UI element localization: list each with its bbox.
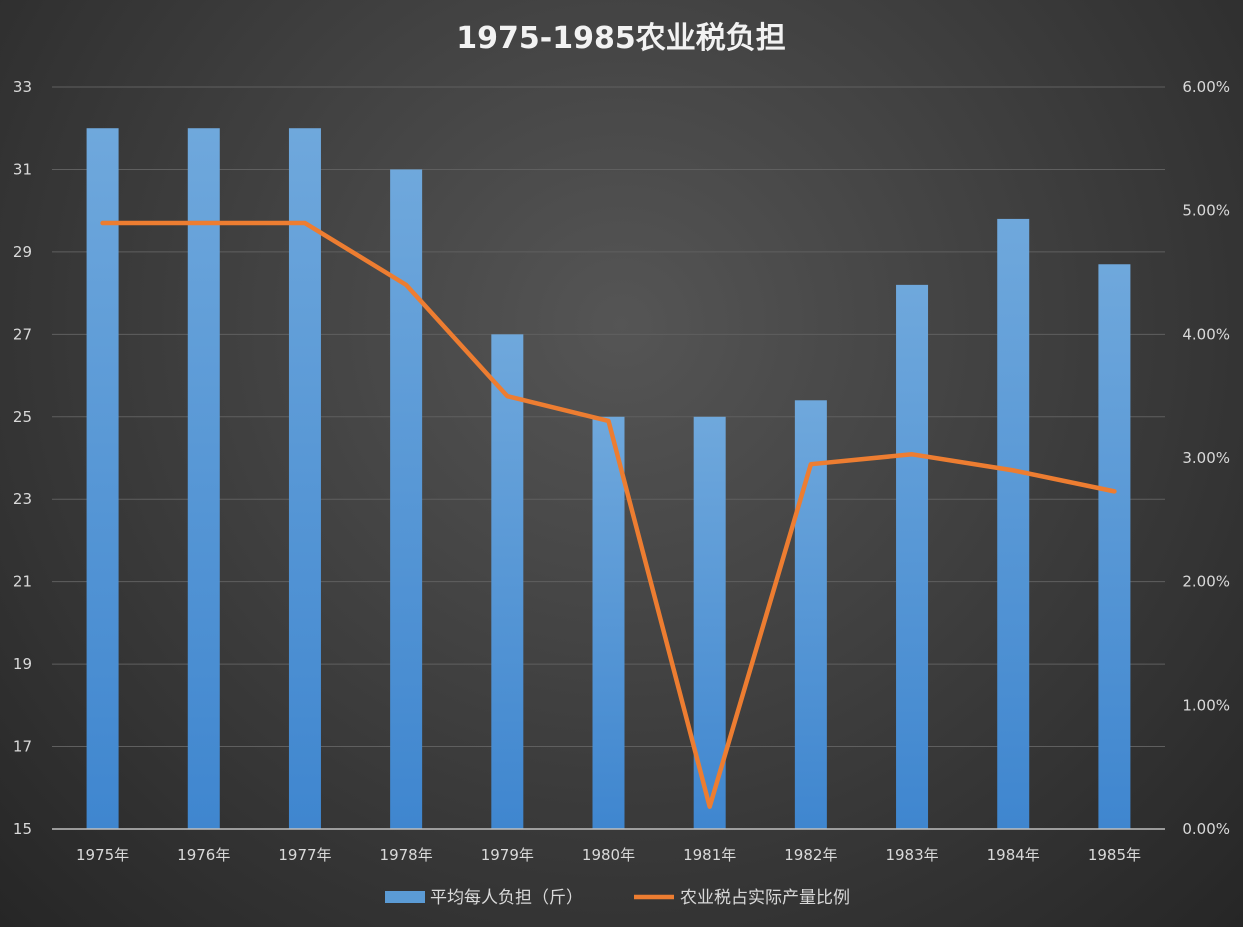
y-right-tick-label: 2.00% bbox=[1182, 573, 1230, 591]
x-tick-label: 1977年 bbox=[278, 846, 331, 864]
bar bbox=[997, 218, 1030, 829]
line-series bbox=[100, 220, 1117, 809]
x-tick-label: 1984年 bbox=[987, 846, 1040, 864]
bar bbox=[1098, 264, 1131, 829]
bar bbox=[491, 334, 524, 829]
y-right-tick-label: 3.00% bbox=[1182, 449, 1230, 467]
legend: 平均每人负担（斤） 农业税占实际产量比例 bbox=[385, 888, 850, 908]
y-left-tick-label: 27 bbox=[13, 325, 32, 343]
bar-series bbox=[86, 128, 1131, 829]
chart-title: 1975-1985农业税负担 bbox=[456, 21, 785, 56]
bar bbox=[187, 128, 220, 829]
y-left-tick-label: 19 bbox=[13, 655, 32, 673]
y-left-tick-label: 21 bbox=[13, 573, 32, 591]
y-left-tick-label: 25 bbox=[13, 408, 32, 426]
y-right-tick-label: 6.00% bbox=[1182, 78, 1230, 96]
x-tick-label: 1978年 bbox=[380, 846, 433, 864]
x-tick-label: 1981年 bbox=[683, 846, 736, 864]
y-right-tick-label: 0.00% bbox=[1182, 820, 1230, 838]
y-left-tick-label: 29 bbox=[13, 243, 32, 261]
x-tick-label: 1975年 bbox=[76, 846, 129, 864]
y-left-tick-label: 33 bbox=[13, 78, 32, 96]
x-tick-label: 1976年 bbox=[177, 846, 230, 864]
y-left-tick-label: 17 bbox=[13, 738, 32, 756]
bar bbox=[390, 169, 423, 829]
y-right-tick-label: 5.00% bbox=[1182, 202, 1230, 220]
x-tick-label: 1983年 bbox=[885, 846, 938, 864]
bar bbox=[86, 128, 119, 829]
x-tick-label: 1979年 bbox=[481, 846, 534, 864]
line-series-path bbox=[100, 220, 1117, 809]
legend-item-bar: 平均每人负担（斤） bbox=[385, 888, 583, 908]
y-right-tick-label: 4.00% bbox=[1182, 325, 1230, 343]
x-tick-label: 1982年 bbox=[784, 846, 837, 864]
legend-label-line: 农业税占实际产量比例 bbox=[680, 888, 850, 908]
legend-item-line: 农业税占实际产量比例 bbox=[634, 888, 850, 908]
bar bbox=[288, 128, 321, 829]
legend-label-bar: 平均每人负担（斤） bbox=[430, 888, 583, 908]
y-left-tick-label: 23 bbox=[13, 490, 32, 508]
y-right-tick-label: 1.00% bbox=[1182, 696, 1230, 714]
x-tick-label: 1980年 bbox=[582, 846, 635, 864]
axes: 15 17 19 21 23 25 27 29 31 33 0.00% 1.00% 2.00% 3.00%… bbox=[13, 78, 1230, 864]
bar bbox=[592, 416, 625, 829]
x-tick-label: 1985年 bbox=[1088, 846, 1141, 864]
bar bbox=[896, 284, 929, 829]
y-left-tick-label: 15 bbox=[13, 820, 32, 838]
y-left-tick-label: 31 bbox=[13, 160, 32, 178]
legend-swatch-bar bbox=[385, 891, 425, 903]
